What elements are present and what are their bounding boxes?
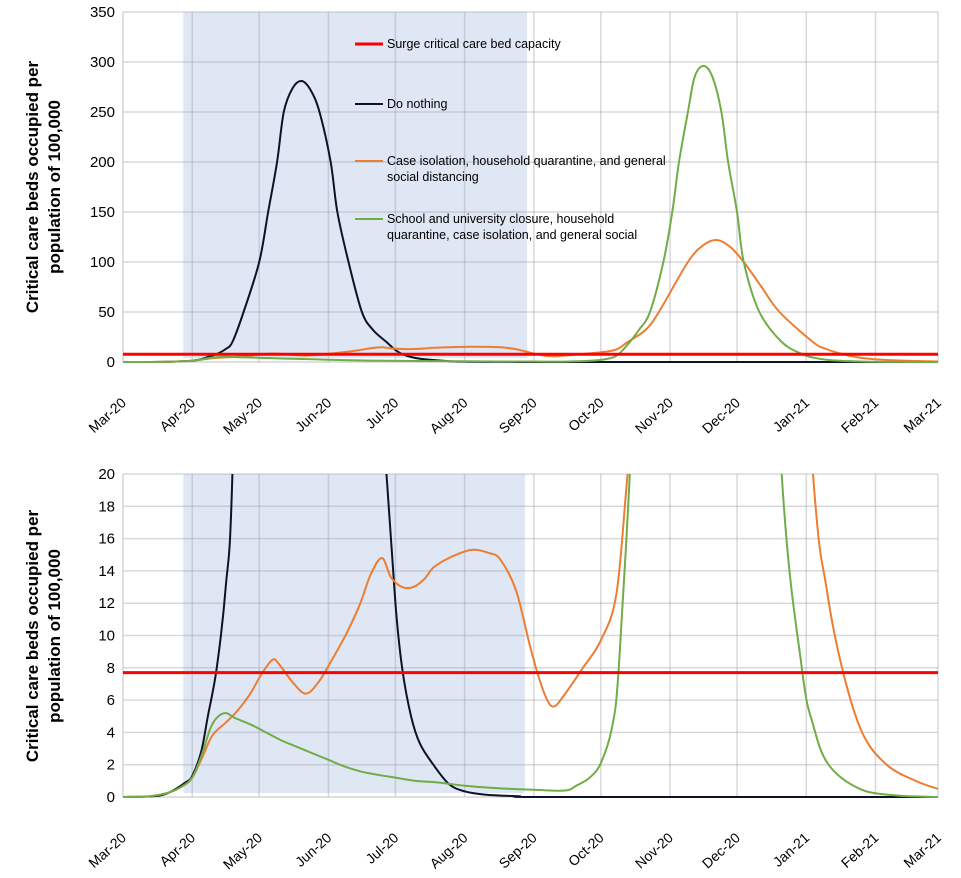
y-tick-label: 14 [98, 563, 115, 580]
y-tick-label: 18 [98, 498, 115, 515]
legend-item: Do nothing [355, 97, 448, 111]
x-tick-label: Sep-20 [496, 829, 540, 871]
x-tick-label: May-20 [220, 394, 266, 437]
x-tick-label: Feb-21 [838, 394, 882, 436]
y-tick-label: 150 [90, 204, 115, 221]
y-tick-label: 250 [90, 104, 115, 121]
y-tick-label: 8 [107, 660, 115, 677]
y-axis-title: Critical care beds occupied per populatio… [23, 509, 64, 762]
intervention-period-shading [183, 474, 525, 793]
y-axis-title-line: Critical care beds occupied per [23, 509, 42, 762]
legend-item: School and university closure, household… [355, 212, 637, 242]
case-isolation-line [123, 474, 938, 798]
legend-label-line: Case isolation, household quarantine, an… [387, 154, 666, 168]
x-tick-label: Oct-20 [565, 829, 607, 869]
legend-label-line: social distancing [387, 170, 479, 184]
y-tick-label: 0 [107, 354, 115, 371]
legend-item: Surge critical care bed capacity [355, 37, 561, 51]
y-axis-title-line: population of 100,000 [45, 549, 64, 723]
x-tick-label: Mar-20 [85, 394, 129, 436]
y-tick-label: 0 [107, 789, 115, 806]
intervention-period-shading [183, 12, 528, 358]
legend-label: Surge critical care bed capacity [387, 37, 561, 51]
x-tick-label: Jun-20 [292, 394, 335, 435]
y-axis-title-line: Critical care beds occupied per [23, 60, 42, 313]
do-nothing-line [123, 474, 938, 799]
x-tick-label: Nov-20 [632, 394, 676, 436]
y-axis-title: Critical care beds occupied per populatio… [23, 60, 64, 313]
x-tick-label: Dec-20 [699, 829, 743, 871]
legend-label-line: quarantine, case isolation, and general … [387, 228, 637, 242]
y-tick-label: 10 [98, 628, 115, 645]
x-tick-label: Apr-20 [156, 829, 198, 869]
y-tick-label: 200 [90, 154, 115, 171]
x-tick-label: Aug-20 [426, 829, 470, 871]
x-tick-label: May-20 [220, 829, 266, 872]
x-tick-label: Jul-20 [362, 394, 401, 432]
x-tick-label: Nov-20 [632, 829, 676, 871]
x-tick-label: Dec-20 [699, 394, 743, 436]
legend-label: Case isolation, household quarantine, an… [387, 154, 666, 184]
school-closure-line [123, 65, 938, 363]
legend-label: School and university closure, household… [387, 212, 637, 242]
x-tick-label: Apr-20 [156, 394, 198, 434]
x-tick-label: Jun-20 [292, 829, 335, 870]
legend-label: Do nothing [387, 97, 448, 111]
y-tick-label: 350 [90, 4, 115, 21]
y-tick-label: 2 [107, 757, 115, 774]
x-tick-label: Mar-21 [900, 394, 944, 436]
y-tick-label: 50 [98, 304, 115, 321]
y-tick-label: 12 [98, 595, 115, 612]
x-tick-label: Sep-20 [496, 394, 540, 436]
y-axis-title-line: population of 100,000 [45, 100, 64, 274]
x-tick-label: Jan-21 [770, 829, 813, 870]
x-tick-label: Mar-21 [900, 829, 944, 871]
y-tick-label: 20 [98, 466, 115, 483]
y-tick-label: 6 [107, 692, 115, 709]
y-tick-label: 16 [98, 531, 115, 548]
x-tick-label: Oct-20 [565, 394, 607, 434]
legend-label-line: School and university closure, household [387, 212, 614, 226]
legend-item: Case isolation, household quarantine, an… [355, 154, 666, 184]
x-tick-label: Mar-20 [85, 829, 129, 871]
x-tick-label: Jan-21 [770, 394, 813, 435]
y-tick-label: 100 [90, 254, 115, 271]
legend: Surge critical care bed capacity Do nothi… [355, 37, 666, 242]
y-tick-label: 300 [90, 54, 115, 71]
x-tick-label: Aug-20 [426, 394, 470, 436]
school-closure-line [123, 474, 938, 798]
x-tick-label: Feb-21 [838, 829, 882, 871]
x-tick-label: Jul-20 [362, 829, 401, 867]
chart-1: 0 50 100 150 200 250 300 350 Mar-20 Apr-20 May-20 J… [23, 4, 944, 437]
y-tick-label: 4 [107, 724, 115, 741]
